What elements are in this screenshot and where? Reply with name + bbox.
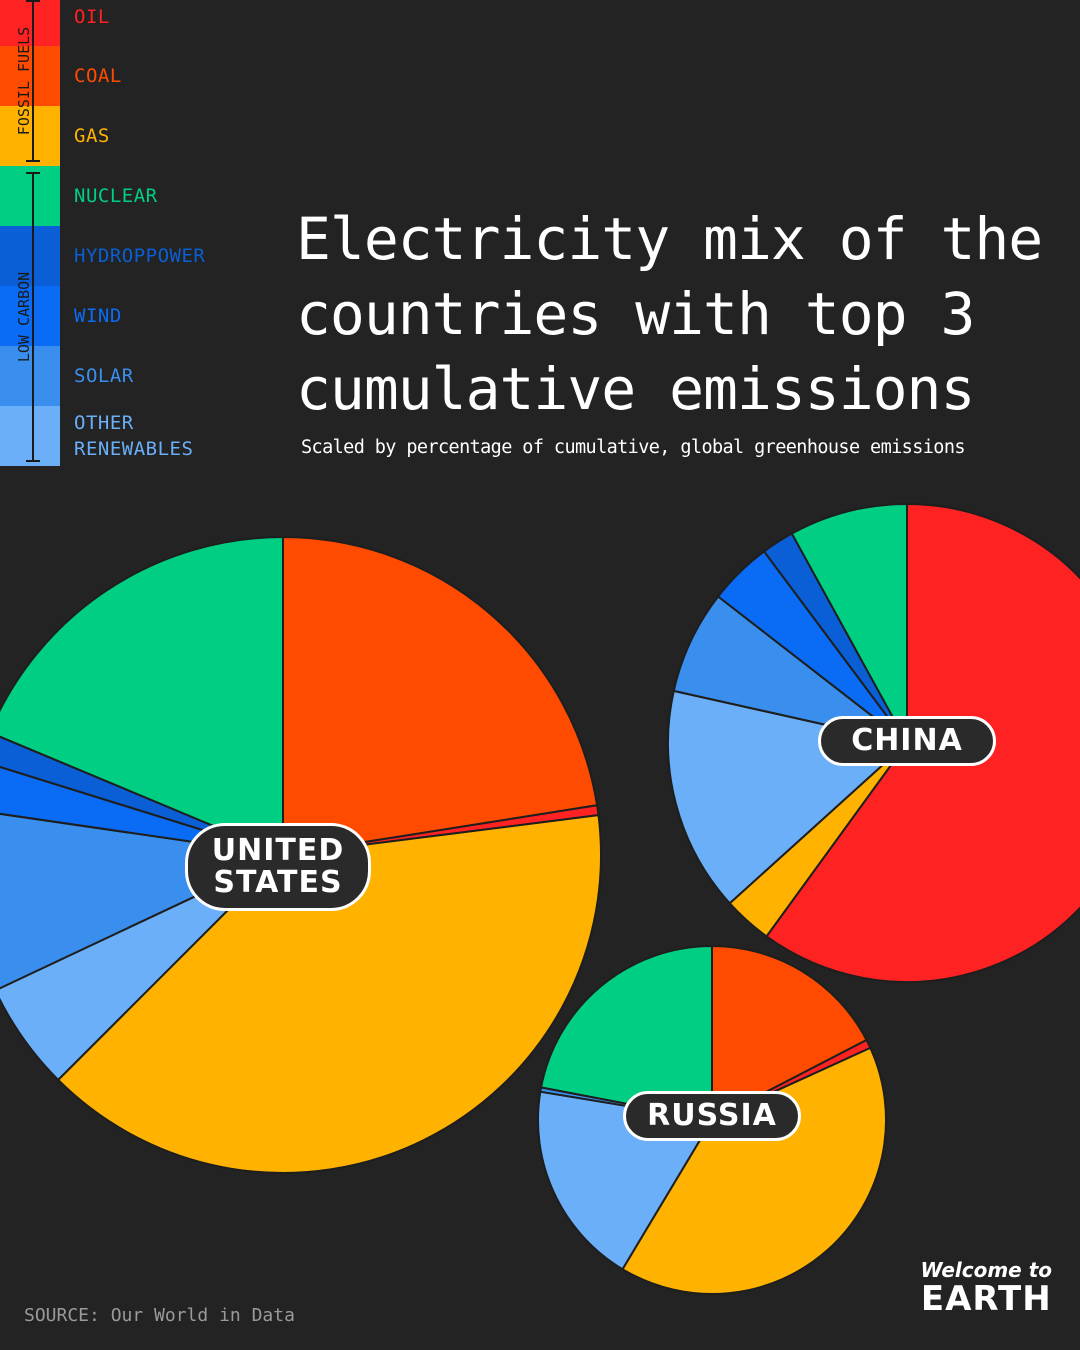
- brand-bottom: EARTH: [920, 1279, 1052, 1319]
- pie-united-states: [0, 536, 602, 1174]
- country-label-line: UNITED: [211, 833, 345, 868]
- legend-label-other_renewables: OTHER RENEWABLES: [74, 412, 194, 460]
- legend-label-hydropower: HYDROPPOWER: [74, 245, 206, 267]
- country-label-line: STATES: [213, 865, 343, 900]
- source-note: SOURCE: Our World in Data: [24, 1305, 295, 1326]
- slice-russia-coal: [711, 945, 868, 1121]
- legend-bracket-0: [26, 0, 40, 162]
- slice-china-nuclear: [790, 503, 908, 744]
- slice-united-states-coal: [282, 536, 599, 856]
- legend-swatch-oil: [0, 0, 60, 46]
- slice-united-states-gas: [57, 814, 602, 1174]
- slice-united-states-other_renewables: [0, 854, 284, 1081]
- legend-label-wind: WIND: [74, 305, 122, 327]
- brand-logo: Welcome to EARTH: [921, 1258, 1052, 1316]
- legend: OIL COAL GAS NUCLEAR HYDROPPOWER WIND SOLAR OTH…: [0, 0, 300, 470]
- legend-swatch-coal: [0, 46, 60, 106]
- legend-bracket-1: [26, 172, 40, 462]
- legend-label-nuclear: NUCLEAR: [74, 185, 158, 207]
- slice-china-solar: [672, 595, 908, 744]
- legend-swatch-gas: [0, 106, 60, 166]
- legend-swatch-hydropower: [0, 226, 60, 286]
- country-label-china: CHINA: [818, 716, 996, 766]
- country-label-united-states: UNITED STATES: [185, 823, 371, 911]
- brand-top: Welcome to: [920, 1258, 1052, 1282]
- chart-title: Electricity mix of the countries with to…: [296, 205, 1043, 423]
- country-label-line: CHINA: [851, 723, 963, 758]
- slice-united-states-nuclear: [0, 536, 284, 856]
- legend-label-gas: GAS: [74, 125, 110, 147]
- pie-russia: [537, 945, 887, 1295]
- country-label-line: RUSSIA: [647, 1098, 777, 1133]
- legend-label-coal: COAL: [74, 65, 122, 87]
- chart-subtitle: Scaled by percentage of cumulative, glob…: [301, 437, 966, 458]
- legend-swatch-nuclear: [0, 166, 60, 226]
- legend-swatch-other_renewables: [0, 406, 60, 466]
- legend-label-oil: OIL: [74, 6, 110, 28]
- legend-swatch-wind: [0, 286, 60, 346]
- country-label-russia: RUSSIA: [623, 1091, 801, 1141]
- slice-russia-gas: [621, 1046, 887, 1295]
- slice-russia-nuclear: [540, 945, 713, 1121]
- legend-swatch-solar: [0, 346, 60, 406]
- legend-label-solar: SOLAR: [74, 365, 134, 387]
